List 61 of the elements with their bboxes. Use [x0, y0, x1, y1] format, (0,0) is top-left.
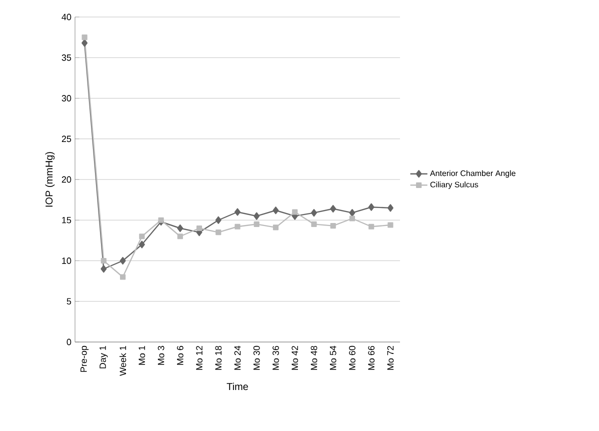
point	[139, 234, 145, 240]
point	[234, 208, 240, 216]
point	[234, 224, 240, 230]
point	[216, 230, 222, 236]
point	[100, 258, 106, 264]
point	[177, 234, 183, 240]
point	[100, 265, 107, 273]
y-tick-label: 5	[66, 298, 72, 305]
point	[310, 209, 317, 217]
y-axis-title: IOP (mmHg)	[45, 152, 55, 207]
x-axis-title: Time	[226, 382, 248, 390]
x-tick-label: Mo 54	[330, 346, 336, 370]
x-tick-label: Pre-op	[80, 346, 89, 372]
point	[330, 204, 336, 213]
point	[368, 224, 374, 230]
point	[120, 256, 126, 265]
point	[387, 204, 394, 212]
point	[120, 274, 126, 280]
point	[349, 216, 356, 222]
point	[330, 223, 336, 229]
y-tick-label: 35	[62, 54, 72, 61]
x-tick-label: Week 1	[119, 346, 126, 376]
point	[158, 217, 164, 223]
x-tick-label: Mo 60	[349, 346, 356, 370]
y-tick-label: 25	[62, 136, 72, 142]
x-tick-label: Mo 3	[158, 346, 164, 365]
point	[272, 206, 279, 214]
point	[196, 225, 202, 232]
legend-label: Ciliary Sulcus	[430, 181, 478, 189]
y-tick-label: 0	[66, 338, 72, 346]
point	[272, 224, 279, 230]
x-tick-label: Mo 48	[310, 346, 318, 370]
point	[177, 224, 184, 232]
x-tick-label: Day 1	[100, 346, 108, 368]
y-tick-label: 10	[62, 258, 72, 264]
x-tick-label: Mo 12	[196, 346, 202, 370]
x-tick-label: Mo 18	[215, 346, 222, 370]
y-tick-label: 20	[62, 176, 72, 183]
point	[254, 212, 260, 220]
point	[82, 34, 88, 40]
x-tick-label: Mo 66	[368, 346, 375, 370]
y-tick-label: 15	[62, 216, 72, 224]
x-tick-label: Mo 6	[176, 346, 184, 365]
point	[138, 240, 145, 248]
x-tick-label: Mo 30	[253, 346, 260, 370]
x-tick-label: Mo 24	[234, 346, 241, 370]
point	[349, 209, 356, 217]
point	[388, 222, 394, 228]
point	[292, 209, 298, 215]
point	[311, 221, 317, 227]
x-tick-label: Mo 36	[272, 346, 279, 370]
point	[368, 203, 374, 211]
x-tick-label: Mo 42	[292, 346, 298, 370]
point	[254, 221, 260, 227]
x-tick-label: Mo 1	[138, 346, 146, 365]
point	[82, 39, 88, 47]
y-tick-label: 40	[62, 14, 72, 20]
point	[215, 216, 222, 224]
legend-label: Anterior Chamber Angle	[430, 170, 516, 178]
x-tick-label: Mo 72	[387, 346, 394, 370]
y-tick-label: 30	[62, 95, 72, 102]
